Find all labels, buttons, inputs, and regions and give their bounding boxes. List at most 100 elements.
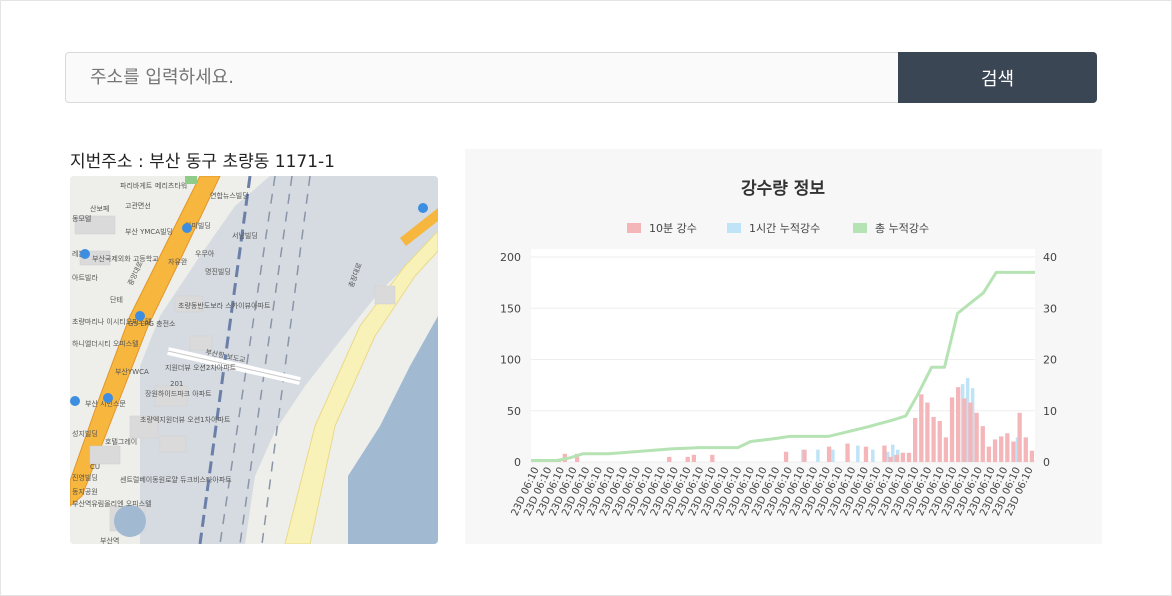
map-label: 동지공원 xyxy=(72,487,98,496)
bar-10min xyxy=(894,454,899,462)
bar-10min xyxy=(826,446,832,462)
park-area xyxy=(185,176,197,184)
map-label: 센트럴베이동원로얄 듀크비스타아파트 xyxy=(120,475,232,484)
map-label: 하니엘더시티 오피스텔 xyxy=(72,339,139,348)
y-left-tick-label: 200 xyxy=(500,251,521,264)
bar-10min xyxy=(925,402,930,462)
bar-10min xyxy=(1011,441,1016,462)
bar-1h-cumulative xyxy=(831,449,835,462)
bar-10min xyxy=(962,398,967,462)
bar-10min xyxy=(802,449,807,462)
bar-10min xyxy=(574,453,580,462)
bar-10min xyxy=(912,417,918,462)
bar-10min xyxy=(863,446,869,462)
y-right-tick-label: 10 xyxy=(1043,405,1057,418)
bar-10min xyxy=(999,436,1004,462)
map-label: CU xyxy=(90,463,100,471)
bar-10min xyxy=(1023,437,1028,462)
map-view[interactable]: 파리바게트 메리츠타워 연합뉴스빌딩 산보페 고관면선 동모텔 부산 YMCA빌… xyxy=(70,176,438,544)
legend-swatch xyxy=(853,223,867,233)
chart-title: 강수량 정보 xyxy=(741,179,825,199)
legend-swatch xyxy=(727,223,741,233)
bar-1h-cumulative xyxy=(965,377,970,462)
map-label: 아미빌딩 xyxy=(185,221,211,230)
search-bar: 검색 xyxy=(65,52,1097,103)
legend-swatch xyxy=(627,223,641,233)
search-button[interactable]: 검색 xyxy=(898,52,1097,103)
map-label: 호텔그레이 xyxy=(105,437,137,446)
bar-10min xyxy=(931,416,936,462)
y-right-tick-label: 30 xyxy=(1043,302,1057,315)
map-canvas[interactable]: 파리바게트 메리츠타워 연합뉴스빌딩 산보페 고관면선 동모텔 부산 YMCA빌… xyxy=(70,176,438,544)
bar-10min xyxy=(1017,412,1022,462)
map-label: 서남빌딩 xyxy=(232,231,258,240)
map-label: 장원하이드파크 아파트 xyxy=(145,389,212,398)
bar-10min xyxy=(845,443,850,462)
map-label: 부산역 xyxy=(100,536,119,544)
map-label: GS-LPG 충전소 xyxy=(128,319,176,328)
bar-10min xyxy=(906,452,912,462)
map-label: 단테 xyxy=(110,295,123,304)
bar-1h-cumulative xyxy=(856,445,860,462)
map-label: 연합뉴스빌딩 xyxy=(210,191,249,200)
bar-10min xyxy=(919,394,924,462)
legend-label: 총 누적강수 xyxy=(875,222,929,235)
y-left-tick-label: 0 xyxy=(514,456,521,469)
bar-10min xyxy=(900,452,906,462)
map-label: 초량마리나 이시티오피스텔 xyxy=(72,317,152,326)
bar-10min xyxy=(937,421,942,462)
rainfall-chart: 강수량 정보 10분 강수 1시간 누적강수 총 누적강수 050100150200… xyxy=(500,179,1057,518)
map-label: 부산 시민스문 xyxy=(85,399,126,408)
bar-10min xyxy=(1005,433,1010,462)
bar-10min xyxy=(949,397,955,462)
search-input[interactable] xyxy=(65,52,898,103)
bar-1h-cumulative xyxy=(891,444,895,462)
y-left-tick-label: 150 xyxy=(500,302,521,315)
bar-10min xyxy=(710,454,715,462)
map-label: 자유완 xyxy=(168,257,188,266)
bar-10min xyxy=(888,456,893,462)
y-right-tick-label: 0 xyxy=(1043,456,1050,469)
map-label: 부산국제외화 고등학교 xyxy=(92,254,159,263)
map-label: 레븐 xyxy=(72,249,85,258)
legend-label: 10분 강수 xyxy=(649,222,697,235)
bar-10min xyxy=(1029,450,1035,462)
map-label: 성지빌딩 xyxy=(72,429,98,438)
map-label: 고관면선 xyxy=(125,201,151,210)
bar-10min xyxy=(956,387,961,462)
map-label: 명진빌딩 xyxy=(205,267,231,276)
bar-10min xyxy=(943,437,949,462)
bar-1h-cumulative xyxy=(816,449,820,462)
map-label: 진영빌딩 xyxy=(72,473,98,482)
bus-stop-icon xyxy=(70,203,428,406)
map-label: 201 xyxy=(170,380,183,388)
bar-10min xyxy=(980,426,985,462)
map-label: 부산YWCA xyxy=(115,367,149,376)
bar-10min xyxy=(685,456,690,462)
map-label: 동모텔 xyxy=(72,215,91,223)
y-left-tick-label: 100 xyxy=(500,354,521,367)
bar-10min xyxy=(882,445,887,462)
map-label: 부산 YMCA빌딩 xyxy=(125,227,173,236)
rainfall-chart-panel: 강수량 정보 10분 강수 1시간 누적강수 총 누적강수 0 50 100 150 200… xyxy=(465,149,1102,544)
y-left-tick-label: 50 xyxy=(507,405,521,418)
bar-1h-cumulative xyxy=(886,451,890,462)
map-label: 산보페 xyxy=(90,204,109,213)
y-right-tick-label: 40 xyxy=(1043,251,1057,264)
map-label: 부산역유림올리엔 오피스텔 xyxy=(72,499,152,508)
bar-10min xyxy=(974,412,979,462)
map-label: 우무아 xyxy=(195,249,215,258)
bar-10min xyxy=(968,402,973,462)
bar-10min xyxy=(986,446,992,462)
bar-10min xyxy=(667,456,672,462)
bar-10min xyxy=(691,454,697,462)
y-right-tick-label: 20 xyxy=(1043,354,1057,367)
legend-label: 1시간 누적강수 xyxy=(749,222,820,235)
map-label: 아트빌라 xyxy=(72,273,98,282)
map-label: 지원더뷰 오션2차아파트 xyxy=(165,363,237,372)
bar-1h-cumulative xyxy=(970,388,975,462)
map-label: 파리바게트 xyxy=(120,181,153,190)
bar-1h-cumulative xyxy=(871,449,875,462)
bar-10min xyxy=(992,439,998,462)
lot-address: 지번주소 : 부산 동구 초량동 1171-1 xyxy=(70,152,336,172)
